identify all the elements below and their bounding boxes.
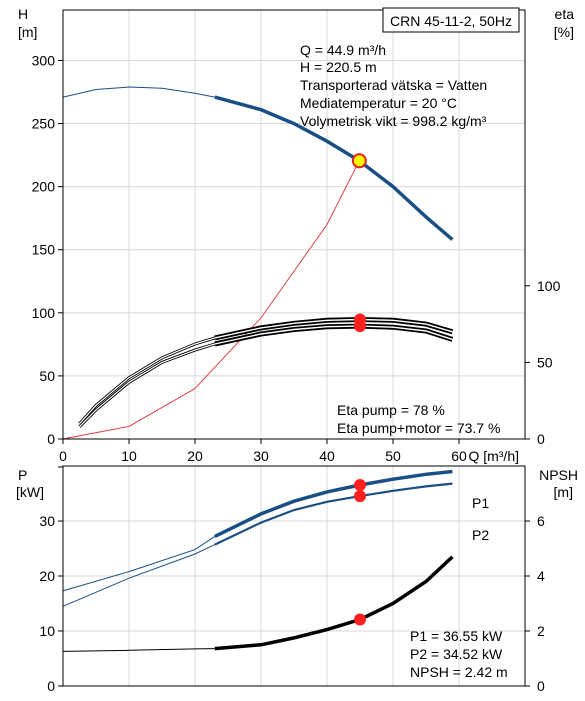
eta-pump-curve-thin-core: [79, 337, 215, 425]
p2-curve: [214, 482, 453, 546]
x-tick-label: 40: [319, 448, 335, 464]
p1-curve-thin: [62, 535, 216, 592]
info-q: Q = 44.9 m³/h: [300, 42, 386, 58]
top-x-axis-title: Q [m³/h]: [468, 448, 519, 464]
p2-curve-thin: [62, 544, 216, 607]
eta-tick-label: 50: [537, 354, 553, 370]
x-tick-label: 10: [121, 448, 137, 464]
x-tick-label: 0: [59, 448, 67, 464]
x-tick-label: 60: [451, 448, 467, 464]
info-p1: P1 = 36.55 kW: [410, 628, 503, 644]
chart-title: CRN 45-11-2, 50Hz: [390, 13, 512, 29]
eta-tick-label: 0: [537, 431, 545, 447]
y-tick-label: 0: [47, 678, 55, 694]
eta-tick-label: 100: [537, 278, 561, 294]
info-p2: P2 = 34.52 kW: [410, 646, 503, 662]
top-right-axis-title: eta: [555, 6, 575, 22]
info-npsh: NPSH = 2.42 m: [410, 664, 508, 680]
power-marker: [354, 478, 366, 491]
legend-p2: P2: [472, 527, 489, 543]
y-tick-label: 0: [47, 431, 55, 447]
npsh-curve-thin: [62, 648, 215, 652]
info-temperature: Mediatemperatur = 20 °C: [300, 95, 457, 111]
top-right-axis-unit: [%]: [554, 24, 574, 40]
system-curve: [62, 160, 360, 440]
y-tick-label: 10: [39, 623, 55, 639]
y-tick-label: 200: [32, 179, 56, 195]
info-h: H = 220.5 m: [300, 59, 377, 75]
info-eta-pump-motor: Eta pump+motor = 73.7 %: [337, 420, 500, 436]
y-tick-label: 250: [32, 116, 56, 132]
y-tick-label: 50: [39, 368, 55, 384]
top-left-axis-title: H: [18, 6, 28, 22]
x-tick-label: 20: [187, 448, 203, 464]
bottom-left-axis-title: P: [18, 467, 27, 483]
x-tick-label: 30: [253, 448, 269, 464]
head-curve-thin: [62, 86, 215, 98]
npsh-marker: [354, 613, 366, 626]
info-eta-pump: Eta pump = 78 %: [337, 402, 445, 418]
eta-pump-motor-curve-core: [214, 325, 453, 345]
npsh-curve: [214, 555, 454, 651]
npsh-tick-label: 2: [537, 623, 545, 639]
y-tick-label: 30: [39, 513, 55, 529]
head-curve: [214, 95, 454, 241]
bottom-right-axis-unit: [m]: [554, 484, 573, 500]
duty-point-marker: [351, 153, 367, 169]
info-density: Volymetrisk vikt = 998.2 kg/m³: [300, 113, 487, 129]
bottom-right-axis-title: NPSH: [539, 467, 578, 483]
y-tick-label: 100: [32, 305, 56, 321]
y-tick-label: 150: [32, 242, 56, 258]
top-left-axis-unit: [m]: [18, 24, 37, 40]
npsh-tick-label: 0: [537, 678, 545, 694]
eta-pump-curve-core: [214, 318, 453, 339]
y-tick-label: 20: [39, 568, 55, 584]
title-box: [382, 7, 520, 33]
top-plot-frame: [62, 9, 526, 440]
legend-p1: P1: [472, 495, 489, 511]
y-tick-label: 300: [32, 52, 56, 68]
eta-marker: [354, 320, 366, 333]
npsh-tick-label: 4: [537, 568, 545, 584]
power-marker: [354, 490, 366, 503]
eta-pump-motor-curve-thin-core: [79, 343, 215, 428]
npsh-tick-label: 6: [537, 513, 545, 529]
bottom-left-axis-unit: [kW]: [16, 484, 44, 500]
info-liquid: Transporterad vätska = Vatten: [300, 77, 487, 93]
x-tick-label: 50: [385, 448, 401, 464]
p1-curve: [214, 469, 453, 538]
